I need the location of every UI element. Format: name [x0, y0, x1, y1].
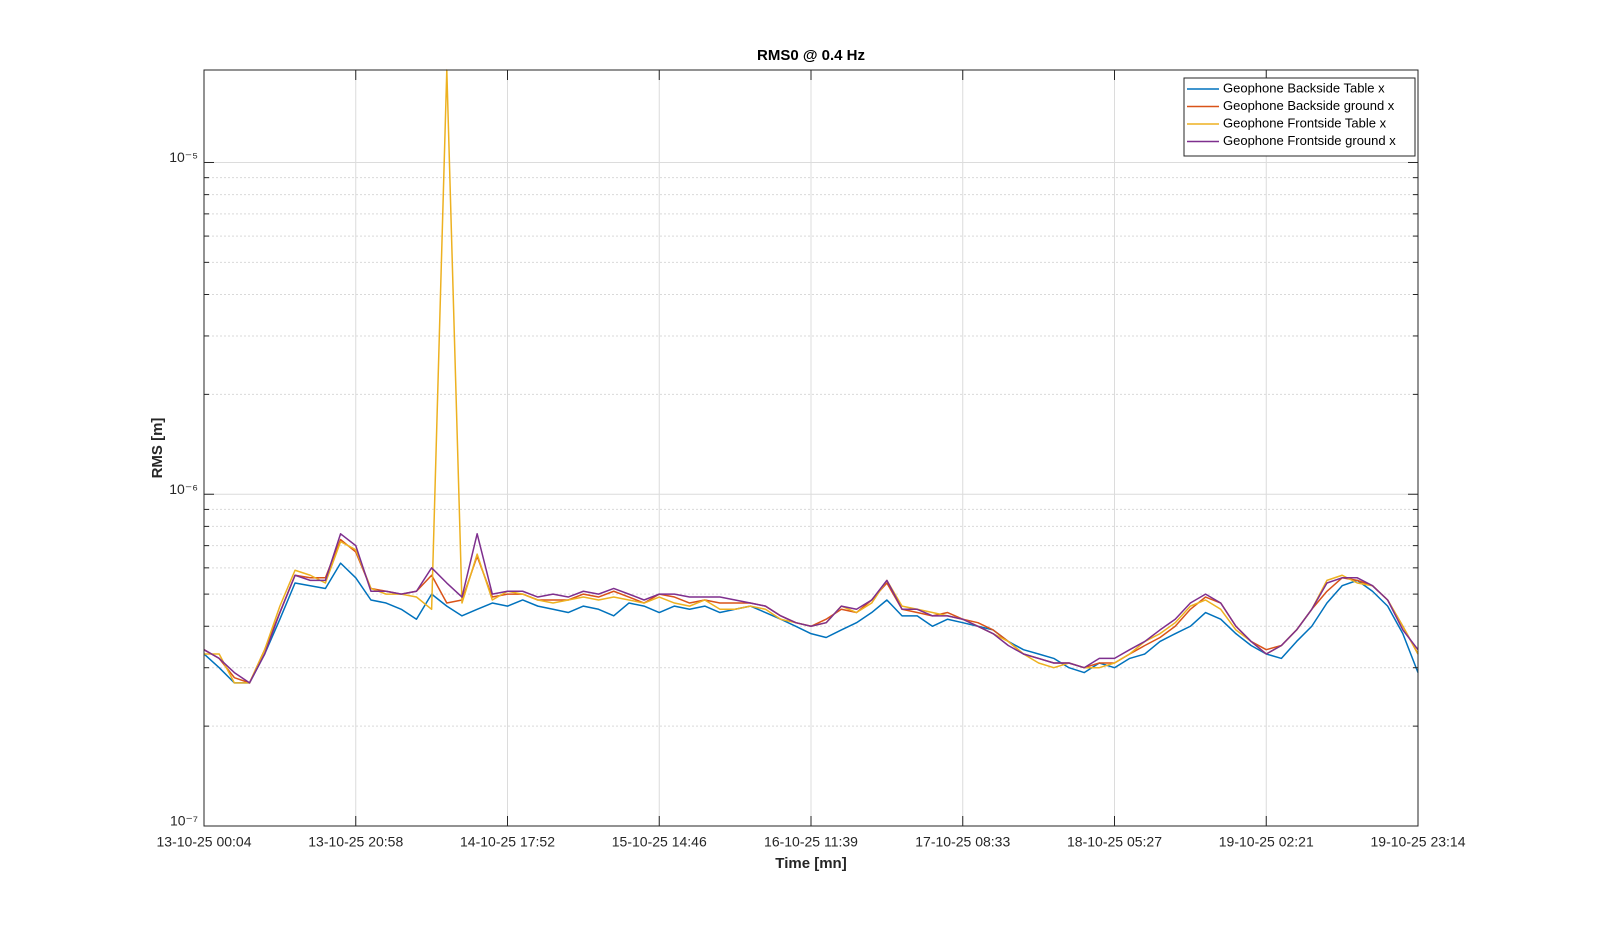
axes: 10⁻⁷ 10⁻⁶ 10⁻⁵ 13-10-25 00:04 13-10-25 20:58…: [157, 69, 1466, 850]
x-tick-label: 18-10-25 05:27: [1067, 834, 1162, 850]
x-axis-label: Time [mn]: [775, 855, 846, 872]
series-line: [203, 533, 1419, 684]
x-tick-label: 19-10-25 02:21: [1219, 834, 1314, 850]
legend-label: Geophone Frontside ground x: [1223, 133, 1396, 148]
x-tick-label: 19-10-25 23:14: [1371, 834, 1466, 850]
y-tick-label: 10⁻⁵: [169, 149, 198, 165]
legend-label: Geophone Backside Table x: [1223, 80, 1385, 95]
axes-box: [203, 69, 1419, 827]
chart-title: RMS0 @ 0.4 Hz: [757, 47, 865, 64]
x-tick-label: 17-10-25 08:33: [915, 834, 1010, 850]
x-tick-label: 15-10-25 14:46: [612, 834, 707, 850]
x-tick-label: 14-10-25 17:52: [460, 834, 555, 850]
x-tick-label: 13-10-25 00:04: [157, 834, 252, 850]
legend-label: Geophone Frontside Table x: [1223, 115, 1387, 130]
y-axis-label: RMS [m]: [149, 418, 166, 479]
series-line: [203, 562, 1419, 684]
y-tick-label: 10⁻⁶: [169, 481, 198, 497]
x-tick-label: 13-10-25 20:58: [308, 834, 403, 850]
legend: Geophone Backside Table x Geophone Backsi…: [1183, 77, 1416, 157]
y-tick-label: 10⁻⁷: [170, 813, 198, 829]
legend-box: [1183, 77, 1416, 157]
x-tick-label: 16-10-25 11:39: [764, 834, 858, 850]
legend-label: Geophone Backside ground x: [1223, 98, 1395, 113]
lines: [203, 69, 1419, 684]
